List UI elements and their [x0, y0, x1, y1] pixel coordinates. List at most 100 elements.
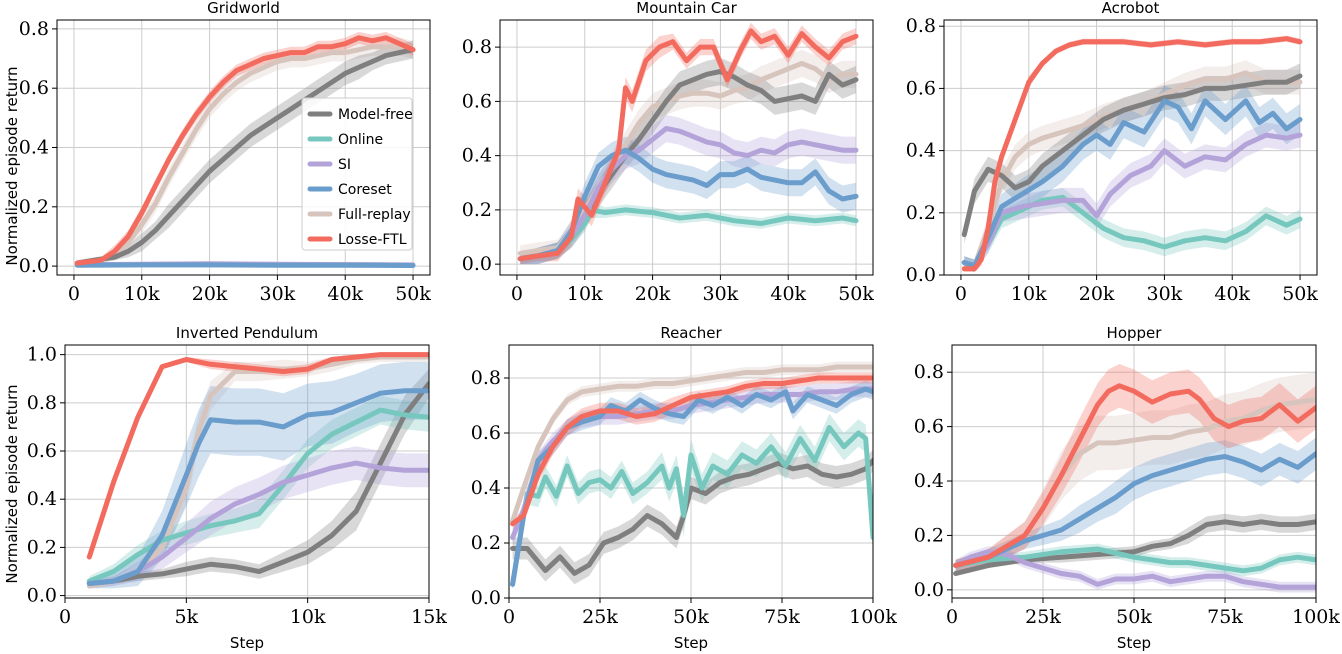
band-coreset	[520, 136, 856, 265]
series-line-si	[86, 460, 429, 586]
axes-frame-inverted-pendulum	[64, 344, 430, 599]
plot-area-hopper	[953, 364, 1316, 593]
band-coreset	[89, 361, 429, 589]
x-tick-label: 25k	[582, 606, 618, 628]
series-line-coreset	[961, 98, 1303, 269]
x-tick-label: 100k	[849, 606, 897, 628]
series-line-losse-ftl	[86, 352, 429, 560]
x-tick-label: 75k	[1207, 606, 1243, 628]
series-line-online	[86, 407, 429, 584]
y-tick-label: 0.2	[914, 524, 944, 546]
y-tick-label: 0.8	[906, 15, 936, 37]
panel-gridworld: 0 10k 20k 30k 40k 50k 0.0 0.2 0.4 0.6 0.8 Gridworld…	[19, 0, 432, 305]
band-coreset	[955, 437, 1316, 571]
x-tick-label: 10k	[1011, 283, 1047, 305]
x-tick-label: 40k	[770, 283, 806, 305]
plot-area-reacher	[510, 361, 873, 590]
legend-label-coreset: Coreset	[338, 182, 392, 198]
panel-title-reacher: Reacher	[660, 324, 722, 342]
series-line-losse-ftl	[510, 375, 873, 527]
x-tick-label: 50k	[1282, 283, 1318, 305]
series-line-model-free	[74, 47, 416, 266]
y-tick-label: 0.6	[19, 77, 49, 99]
series-line-losse-ftl	[74, 35, 416, 266]
x-tick-label: 0	[68, 283, 80, 305]
x-tick-label: 20k	[635, 283, 671, 305]
series-line-losse-ftl	[961, 36, 1303, 272]
x-tick-label: 30k	[703, 283, 739, 305]
band-model-free	[89, 369, 429, 586]
legend-label-losse-ftl: Losse-FTL	[338, 232, 407, 248]
band-online	[512, 413, 873, 590]
y-tick-label: 0.4	[19, 137, 49, 159]
y-tick-label: 0.2	[471, 532, 501, 554]
grid-mountain-car	[500, 20, 873, 275]
band-model-free	[520, 58, 856, 265]
y-tick-label: 0.2	[19, 196, 49, 218]
x-tick-label: 30k	[260, 283, 296, 305]
x-tick-label: 10k	[567, 283, 603, 305]
band-losse-ftl	[520, 22, 856, 265]
panel-title-inverted-pendulum: Inverted Pendulum	[176, 324, 318, 342]
series-line-losse-ftl	[517, 28, 859, 262]
y-tick-label: 0.4	[471, 477, 501, 499]
y-tick-label: 0.8	[27, 392, 57, 414]
x-axis-label-reacher: Step	[674, 634, 708, 652]
y-tick-label: 0.4	[906, 140, 936, 162]
x-tick-label: 10k	[290, 606, 326, 628]
x-tick-label: 25k	[1025, 606, 1061, 628]
y-tick-label: 0.0	[471, 587, 501, 609]
series-line-coreset	[953, 451, 1316, 568]
plot-area-inverted-pendulum	[86, 352, 429, 589]
x-tick-label: 100k	[1292, 606, 1340, 628]
y-tick-label: 0.6	[462, 90, 492, 112]
y-tick-label: 0.4	[914, 470, 944, 492]
plot-area-acrobot	[961, 35, 1303, 272]
series-line-full-replay	[510, 364, 873, 524]
series-line-online	[510, 425, 873, 587]
band-full-replay	[77, 37, 414, 267]
y-tick-label: 0.0	[462, 253, 492, 275]
legend-label-model-free: Model-free	[338, 107, 413, 123]
x-tick-label: 15k	[411, 606, 447, 628]
x-axis-label-inverted-pendulum: Step	[230, 634, 264, 652]
y-tick-label: 0.8	[471, 367, 501, 389]
plot-area-mountain-car	[517, 22, 859, 265]
series-line-losse-ftl	[953, 383, 1316, 568]
y-tick-label: 0.0	[19, 255, 49, 277]
panel-hopper: 0 25k 50k 75k 100k 0.0 0.2 0.4 0.6 0.8 Hopper Step	[914, 324, 1341, 652]
axes-frame-acrobot	[943, 19, 1318, 276]
plot-area-gridworld	[74, 31, 416, 268]
x-tick-label: 50k	[395, 283, 431, 305]
panel-title-hopper: Hopper	[1107, 324, 1163, 342]
x-tick-label: 50k	[1116, 606, 1152, 628]
panel-mountain-car: 0 10k 20k 30k 40k 50k 0.0 0.2 0.4 0.6 0.8 Mountain …	[462, 0, 875, 305]
y-tick-label: 0.4	[462, 145, 492, 167]
legend: Model-free Online SI Coreset Full-replay Loss…	[301, 97, 413, 251]
y-tick-label: 0.8	[462, 36, 492, 58]
y-axis-label-top: Normalized episode return	[3, 66, 21, 265]
panel-inverted-pendulum: 0 5k 10k 15k 0.0 0.2 0.4 0.6 0.8 1.0 Inverted Pend…	[27, 324, 448, 652]
y-tick-label: 0.4	[27, 488, 57, 510]
band-si	[89, 446, 429, 589]
series-line-model-free	[510, 458, 873, 576]
panel-title-mountain-car: Mountain Car	[636, 0, 737, 17]
x-tick-label: 20k	[192, 283, 228, 305]
series-line-model-free	[953, 519, 1316, 576]
band-model-free	[512, 449, 873, 585]
panel-acrobot: 0 10k 20k 30k 40k 50k 0.0 0.2 0.4 0.6 0.8 Acrobot	[906, 0, 1319, 305]
y-tick-label: 0.8	[914, 361, 944, 383]
series-line-online	[953, 546, 1316, 574]
x-tick-label: 5k	[175, 606, 199, 628]
series-line-coreset	[517, 147, 859, 262]
x-tick-label: 30k	[1147, 283, 1183, 305]
band-online	[964, 187, 1300, 272]
x-tick-label: 0	[503, 606, 515, 628]
x-axis-label-hopper: Step	[1117, 634, 1151, 652]
panel-reacher: 0 25k 50k 75k 100k 0.0 0.2 0.4 0.6 0.8 Reacher Step	[471, 324, 898, 652]
y-tick-label: 0.6	[914, 416, 944, 438]
x-tick-label: 0	[59, 606, 71, 628]
y-tick-label: 0.0	[27, 585, 57, 607]
y-tick-label: 0.6	[471, 422, 501, 444]
y-tick-label: 0.0	[906, 264, 936, 286]
